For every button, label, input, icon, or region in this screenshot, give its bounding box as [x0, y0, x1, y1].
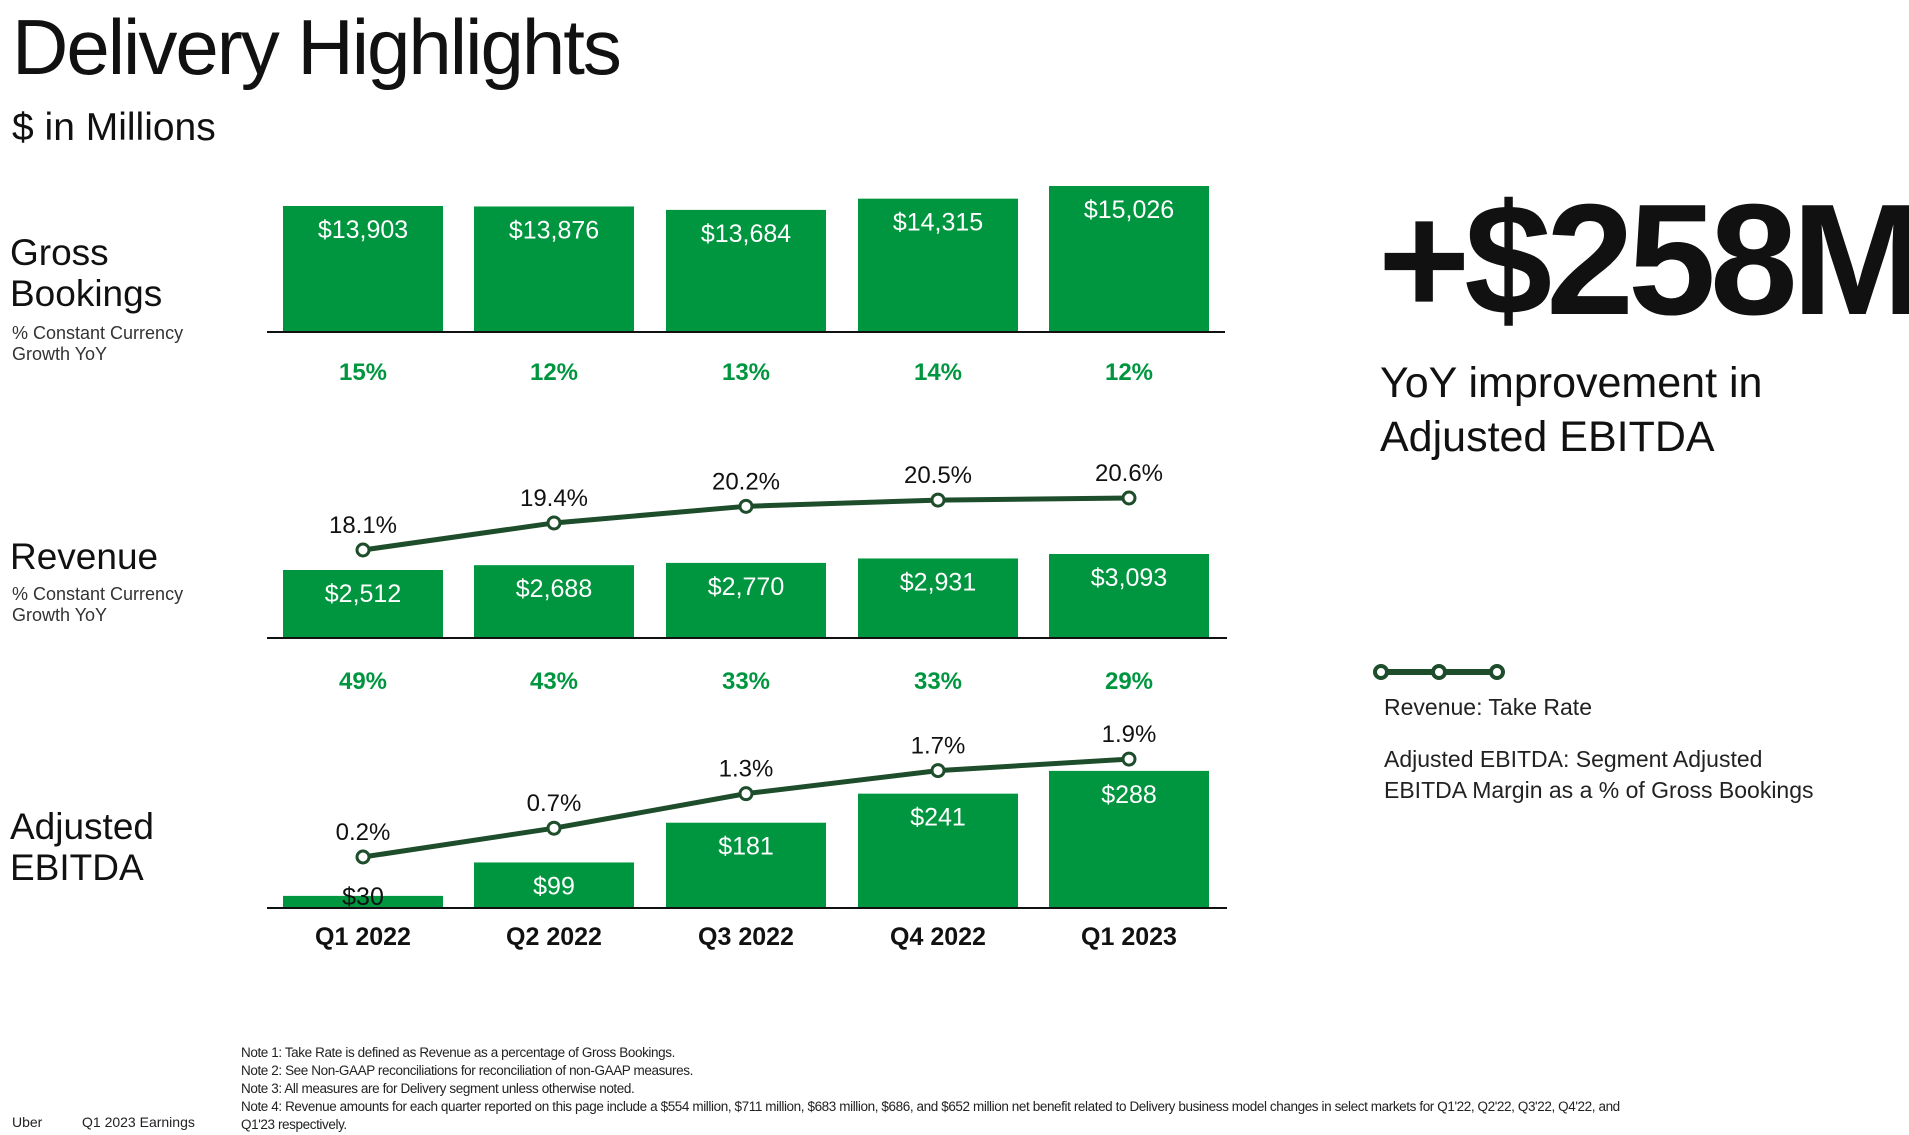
- highlight-caption: YoY improvement in Adjusted EBITDA: [1380, 356, 1762, 464]
- bar-value-label: $2,770: [708, 573, 784, 601]
- line-point: [546, 515, 562, 531]
- line-point: [355, 542, 371, 558]
- quarter-label: Q1 2022: [315, 923, 411, 951]
- bar-value-label: $13,903: [318, 216, 408, 244]
- bar-value-label: $3,093: [1091, 564, 1167, 592]
- gross-bookings-label: Gross Bookings: [10, 232, 162, 314]
- revenue-sub-line1: % Constant Currency: [12, 584, 184, 604]
- bar-value-label: $30: [342, 883, 384, 911]
- line-point: [930, 492, 946, 508]
- growth-label: 12%: [530, 359, 578, 386]
- line-point: [1121, 751, 1137, 767]
- bar-1-4: [1049, 554, 1209, 638]
- line-point-label: 20.2%: [712, 468, 780, 495]
- note-4-cont: Q1'23 respectively.: [241, 1117, 347, 1132]
- bar-0-2: [666, 209, 826, 332]
- bar-1-3: [858, 558, 1018, 638]
- bar-1-0: [283, 570, 443, 638]
- note-2: Note 2: See Non-GAAP reconciliations for…: [241, 1063, 693, 1078]
- growth-label: 49%: [339, 668, 387, 695]
- legend-margin-line1: Adjusted EBITDA: Segment Adjusted: [1384, 746, 1763, 772]
- revenue-sub-line2: Growth YoY: [12, 605, 108, 625]
- growth-label: 33%: [914, 668, 962, 695]
- legend-line-icon: [1373, 664, 1505, 680]
- footer-brand: Uber: [12, 1114, 43, 1130]
- quarter-label: Q4 2022: [890, 923, 986, 951]
- legend-take-rate: Revenue: Take Rate: [1384, 694, 1592, 720]
- revenue-label: Revenue: [10, 536, 159, 577]
- footer-report: Q1 2023 Earnings: [82, 1114, 195, 1130]
- line-point: [930, 763, 946, 779]
- note-4: Note 4: Revenue amounts for each quarter…: [241, 1099, 1620, 1114]
- line-point-label: 0.7%: [527, 790, 582, 817]
- bar-value-label: $241: [910, 804, 966, 832]
- growth-label: 33%: [722, 668, 770, 695]
- bar-value-label: $288: [1101, 781, 1157, 809]
- bar-2-3: [858, 793, 1018, 908]
- legend-margin-line2: EBITDA Margin as a % of Gross Bookings: [1384, 777, 1814, 803]
- growth-label: 12%: [1105, 359, 1153, 386]
- revenue-sublabel: % Constant Currency Growth YoY: [12, 584, 183, 626]
- quarter-label: Q2 2022: [506, 923, 602, 951]
- line-point-label: 0.2%: [336, 819, 391, 846]
- highlight-caption-line2: Adjusted EBITDA: [1380, 413, 1715, 461]
- line-point-label: 1.9%: [1102, 721, 1157, 748]
- highlight-value: +$258M: [1378, 172, 1909, 348]
- bar-2-1: [474, 862, 634, 908]
- line-point-label: 1.3%: [719, 756, 774, 783]
- gross-bookings-sub-line1: % Constant Currency: [12, 323, 184, 343]
- growth-label: 29%: [1105, 668, 1153, 695]
- ebitda-label-line1: Adjusted: [10, 806, 154, 847]
- highlight-caption-line1: YoY improvement in: [1380, 359, 1763, 407]
- bar-2-2: [666, 822, 826, 908]
- bar-value-label: $15,026: [1084, 196, 1174, 224]
- bar-value-label: $2,931: [900, 568, 976, 596]
- quarter-label: Q1 2023: [1081, 923, 1177, 951]
- growth-label: 43%: [530, 668, 578, 695]
- line-point-label: 20.6%: [1095, 460, 1163, 487]
- bar-0-3: [858, 198, 1018, 332]
- page-title: Delivery Highlights: [12, 3, 622, 91]
- line-point-label: 18.1%: [329, 512, 397, 539]
- bar-2-0: [283, 895, 443, 908]
- bar-value-label: $99: [533, 872, 575, 900]
- line-point: [1121, 490, 1137, 506]
- quarter-label: Q3 2022: [698, 923, 794, 951]
- ebitda-label-line2: EBITDA: [10, 847, 144, 888]
- line-point: [355, 849, 371, 865]
- line-point-label: 1.7%: [911, 733, 966, 760]
- gross-bookings-sublabel: % Constant Currency Growth YoY: [12, 323, 183, 365]
- bar-0-4: [1049, 185, 1209, 332]
- gross-bookings-sub-line2: Growth YoY: [12, 344, 108, 364]
- line-point: [546, 820, 562, 836]
- bar-value-label: $13,876: [509, 216, 599, 244]
- gross-bookings-label-line2: Bookings: [10, 273, 163, 314]
- gross-bookings-label-line1: Gross: [10, 232, 109, 273]
- bar-2-4: [1049, 770, 1209, 908]
- legend-margin: Adjusted EBITDA: Segment Adjusted EBITDA…: [1384, 744, 1814, 806]
- bar-value-label: $14,315: [893, 209, 983, 237]
- ebitda-label: Adjusted EBITDA: [10, 806, 154, 888]
- bar-value-label: $13,684: [701, 220, 791, 248]
- line-point-label: 20.5%: [904, 462, 972, 489]
- bar-value-label: $2,512: [325, 580, 401, 608]
- note-3: Note 3: All measures are for Delivery se…: [241, 1081, 635, 1096]
- note-1: Note 1: Take Rate is defined as Revenue …: [241, 1045, 675, 1060]
- growth-label: 13%: [722, 359, 770, 386]
- page-subtitle: $ in Millions: [12, 106, 216, 149]
- growth-label: 15%: [339, 359, 387, 386]
- bar-1-2: [666, 562, 826, 638]
- line-point-label: 19.4%: [520, 485, 588, 512]
- bar-1-1: [474, 565, 634, 638]
- line-point: [738, 498, 754, 514]
- footnotes: Note 1: Take Rate is defined as Revenue …: [241, 1044, 1620, 1134]
- bar-0-0: [283, 205, 443, 332]
- bar-value-label: $181: [718, 833, 774, 861]
- bar-value-label: $2,688: [516, 575, 592, 603]
- growth-label: 14%: [914, 359, 962, 386]
- line-point: [738, 786, 754, 802]
- bar-0-1: [474, 206, 634, 332]
